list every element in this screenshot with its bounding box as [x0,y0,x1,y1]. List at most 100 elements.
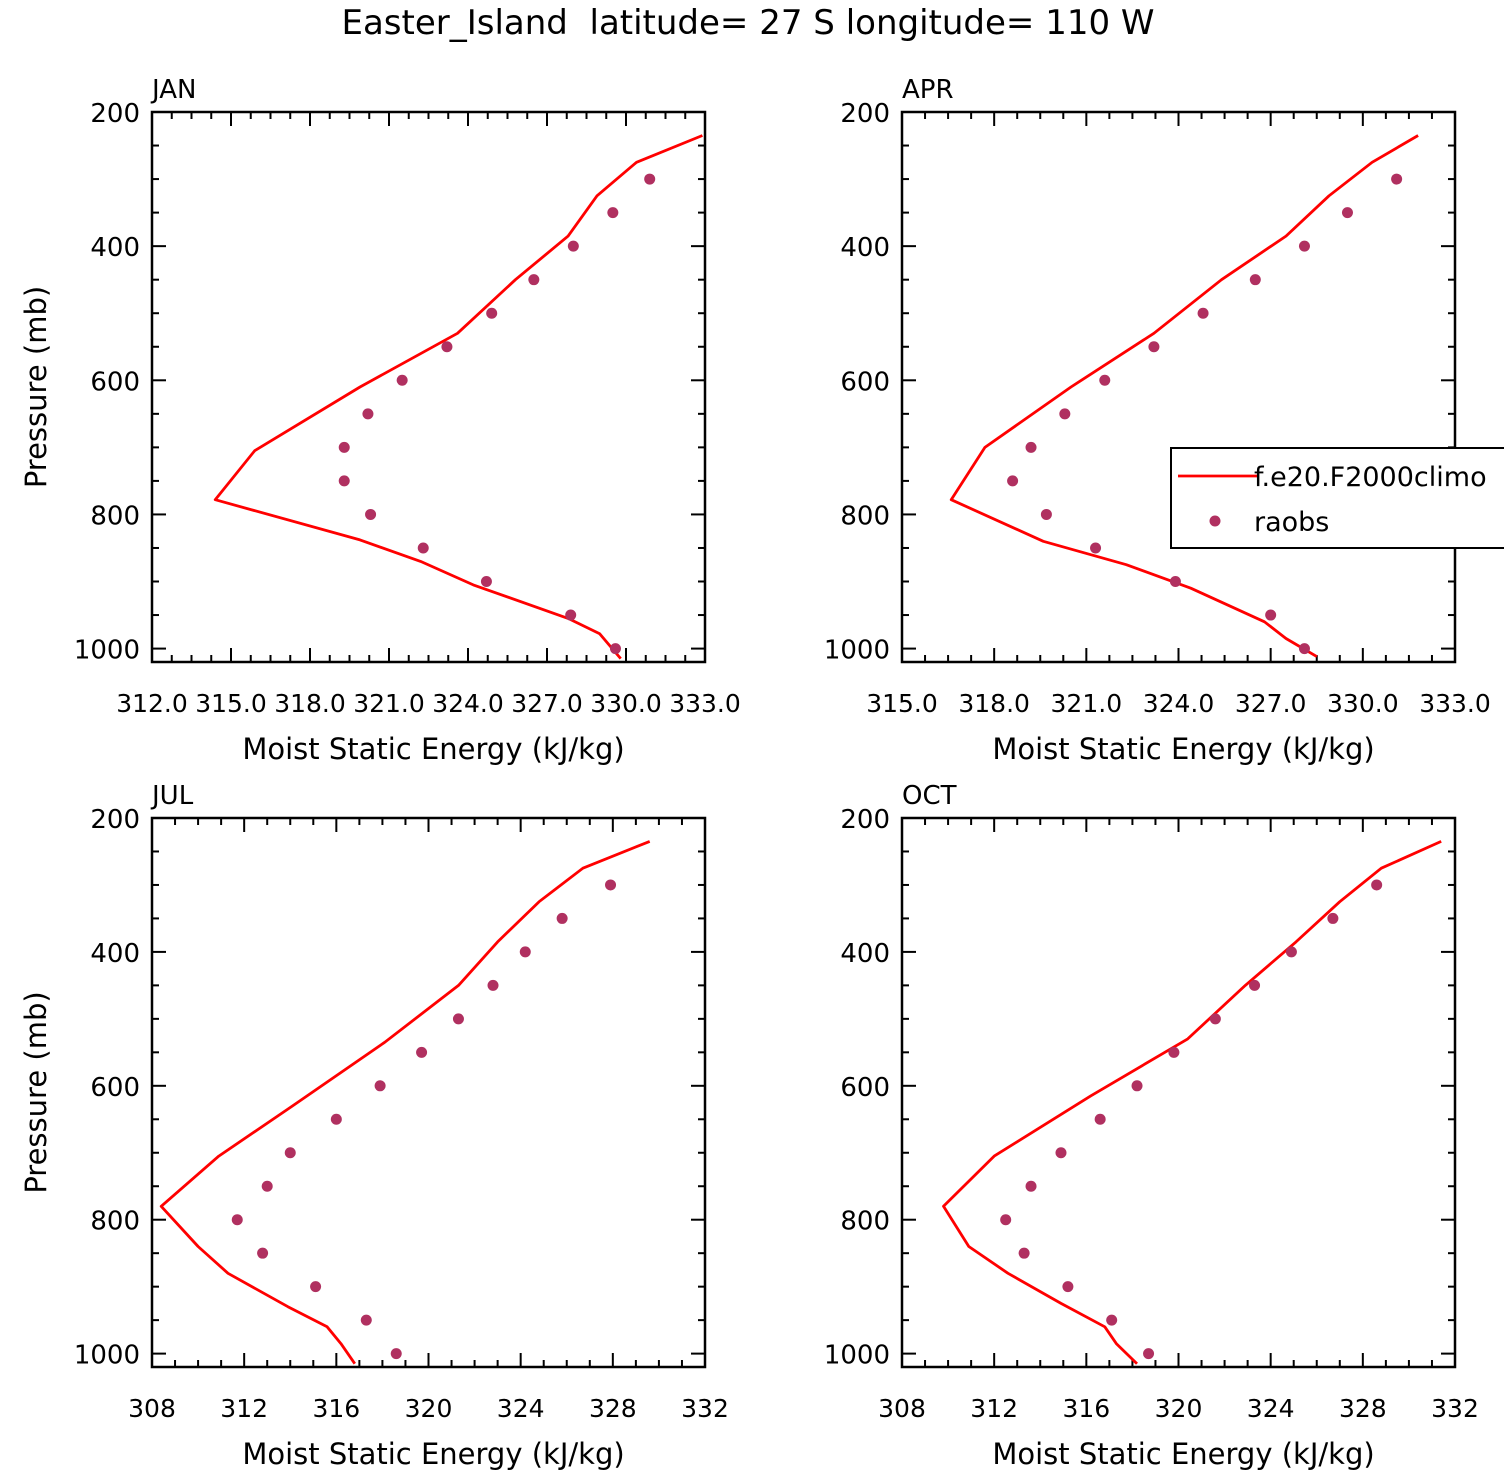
panel-label: JUL [150,781,194,811]
y-axis-label: Pressure (mb) [19,991,53,1193]
legend-box [1170,447,1504,549]
x-tick-label: 312.0 [116,689,188,718]
raobs-point [1007,475,1019,487]
y-tick-label: 600 [90,1073,140,1103]
x-tick-label: 320 [1155,1394,1203,1423]
raobs-point [607,207,619,219]
legend-obs-label: raobs [1254,507,1329,538]
x-tick-label: 321.0 [353,689,425,718]
raobs-point [365,508,377,520]
y-tick-label: 1000 [824,1341,890,1371]
y-tick-label: 600 [840,367,890,397]
raobs-point [556,912,568,924]
y-tick-label: 1000 [74,1341,140,1371]
model-series-line [213,134,703,660]
y-tick-label: 400 [90,233,140,263]
raobs-point [1025,441,1037,453]
y-tick-label: 600 [90,367,140,397]
x-tick-label: 318.0 [958,689,1030,718]
x-tick-label: 318.0 [274,689,346,718]
raobs-point [567,240,579,252]
raobs-point [416,1046,428,1058]
raobs-point [390,1348,402,1360]
x-tick-label: 316 [312,1394,360,1423]
x-tick-label: 321.0 [1051,689,1123,718]
y-tick-label: 200 [90,99,140,129]
raobs-point [417,542,429,554]
x-axis-label: Moist Static Energy (kJ/kg) [242,1437,624,1471]
x-tick-label: 308 [128,1394,176,1423]
x-tick-label: 330.0 [590,689,662,718]
plot-frame [150,816,707,1369]
raobs-point [1327,912,1339,924]
raobs-point [1059,408,1071,420]
x-tick-label: 315.0 [195,689,267,718]
raobs-point [1099,374,1111,386]
raobs-point [231,1214,243,1226]
y-tick-label: 400 [840,233,890,263]
raobs-point [330,1113,342,1125]
raobs-point [1169,576,1181,588]
x-tick-label: 332 [1431,1394,1479,1423]
raobs-point [257,1247,269,1259]
x-tick-label: 327.0 [1235,689,1307,718]
raobs-point [1209,1013,1221,1025]
x-tick-label: 328 [589,1394,637,1423]
raobs-point [1040,508,1052,520]
x-tick-label: 324.0 [432,689,504,718]
raobs-point [284,1147,296,1159]
y-tick-label: 200 [90,805,140,835]
x-tick-label: 333.0 [669,689,741,718]
legend-model-label: f.e20.F2000climo [1254,462,1487,493]
raobs-point [480,576,492,588]
x-tick-label: 327.0 [511,689,583,718]
legend: f.e20.F2000climo raobs [1170,447,1504,549]
raobs-point [1025,1180,1037,1192]
raobs-point [1371,879,1383,891]
x-tick-label: 330.0 [1327,689,1399,718]
model-series-line [949,134,1419,658]
x-tick-label: 328 [1339,1394,1387,1423]
raobs-point [565,609,577,621]
raobs-point [362,408,374,420]
figure-title: Easter_Island latitude= 27 S longitude= … [341,3,1154,43]
raobs-point [1298,240,1310,252]
y-tick-label: 800 [840,1207,890,1237]
panel-apr: 315.0 318.0 321.0 324.0 327.0 330.0 333.0 200 40… [824,75,1491,766]
plot-frame [900,816,1457,1369]
raobs-point [609,643,621,655]
y-tick-label: 200 [840,99,890,129]
raobs-point [374,1080,386,1092]
y-tick-label: 400 [90,939,140,969]
raobs-point [360,1314,372,1326]
raobs-point [1000,1214,1012,1226]
raobs-point [1249,274,1261,286]
y-tick-label: 1000 [824,636,890,666]
x-tick-label: 315.0 [866,689,938,718]
x-tick-label: 324 [497,1394,545,1423]
x-tick-label: 316 [1062,1394,1110,1423]
x-tick-label: 324 [1247,1394,1295,1423]
raobs-point [487,979,499,991]
raobs-point [605,879,617,891]
raobs-point [1062,1281,1074,1293]
x-tick-label: 320 [405,1394,453,1423]
panel-label: APR [902,75,954,105]
x-axis-label: Moist Static Energy (kJ/kg) [992,732,1374,766]
y-tick-label: 200 [840,805,890,835]
raobs-point [1055,1147,1067,1159]
y-tick-label: 600 [840,1073,890,1103]
y-tick-label: 800 [90,1207,140,1237]
raobs-point [1265,609,1277,621]
raobs-point [644,173,656,185]
raobs-point [441,341,453,353]
y-tick-label: 400 [840,939,890,969]
x-tick-label: 324.0 [1143,689,1215,718]
panel-jan: 312.0 315.0 318.0 321.0 324.0 327.0 330.0 333.0… [19,75,741,766]
raobs-point [1391,173,1403,185]
raobs-point [261,1180,273,1192]
raobs-point [1018,1247,1030,1259]
raobs-point [338,475,350,487]
panel-jul: 308 312 316 320 324 328 332 200 400 600 800 1000 JUL… [19,781,729,1471]
